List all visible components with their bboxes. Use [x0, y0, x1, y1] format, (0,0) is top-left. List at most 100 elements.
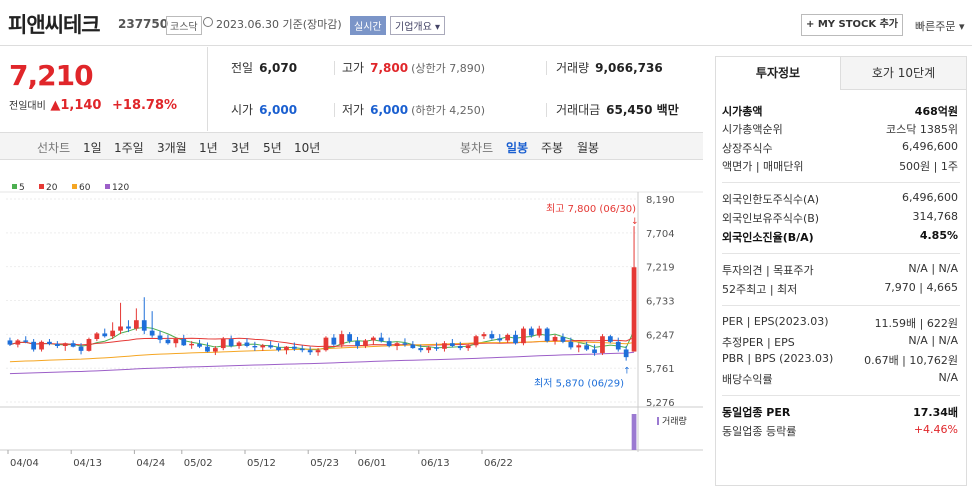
open-price: 시가 6,000 [231, 103, 298, 117]
sector-rate-row: 동일업종 등락률 +4.46% [722, 423, 958, 438]
volume: 거래량 9,066,736 [556, 61, 663, 75]
candle-body [426, 347, 432, 351]
chart-toolbar: 선차트 1일 1주일 3개월 1년 3년 5년 10년 봉차트 일봉 주봉 월봉 [0, 132, 703, 160]
opinion-row: 투자의견 | 목표주가 N/A | N/A [722, 262, 958, 277]
quick-order-dropdown[interactable]: 빠른주문 ▾ [915, 20, 965, 33]
candle-body [631, 267, 637, 352]
line-chart-button[interactable]: 선차트 [37, 141, 71, 155]
candle-body [70, 343, 76, 347]
change-label: 전일대비 [9, 101, 46, 112]
candle-body [560, 336, 566, 342]
daily-candle-tab[interactable]: 일봉 [506, 141, 529, 155]
period-3m[interactable]: 3개월 [157, 141, 187, 155]
par-row: 액면가 | 매매단위 500원 | 1주 [722, 160, 958, 173]
candle-body [62, 343, 68, 346]
volume-bar [631, 414, 637, 450]
candle-body [236, 342, 242, 346]
x-tick-label: 06/13 [421, 458, 450, 469]
candle-body [623, 349, 629, 358]
corp-info-dropdown[interactable]: 기업개요 ▾ [390, 16, 445, 35]
market-cap-rank-row: 시가총액순위 코스닥 1385위 [722, 123, 958, 136]
high-arrow: ↓ [631, 217, 639, 227]
x-tick-label: 05/23 [310, 458, 339, 469]
period-3y[interactable]: 3년 [231, 141, 250, 155]
candle-body [323, 337, 329, 351]
candle-body [23, 340, 29, 342]
stock-code: 237750 [118, 17, 169, 31]
price-chart[interactable]: 8,190 7,704 7,219 6,733 6,247 5,761 5,276 5 20 60… [0, 162, 703, 486]
candle-body [54, 343, 60, 346]
x-tick-label: 06/01 [358, 458, 387, 469]
candle-body [299, 348, 305, 351]
y-tick-label: 7,704 [646, 229, 675, 240]
x-tick-label: 06/22 [484, 458, 513, 469]
candle-body [592, 349, 597, 353]
candle-body [465, 345, 471, 349]
tab-quote-10[interactable]: 호가 10단계 [841, 57, 966, 90]
y-tick-label: 7,219 [646, 263, 675, 274]
legend-swatch [39, 184, 44, 189]
candle-body [489, 334, 495, 339]
candle-body [94, 333, 100, 340]
candle-body [220, 339, 226, 349]
est-per-row: 추정PER | EPS N/A | N/A [722, 334, 958, 349]
period-10y[interactable]: 10년 [294, 141, 321, 155]
candle-body [244, 342, 250, 346]
candle-body [268, 345, 274, 348]
candle-body [497, 338, 503, 341]
candle-body [315, 350, 321, 353]
candle-body [536, 328, 542, 336]
candle-body [205, 346, 210, 352]
stock-name: 피앤씨테크 [8, 13, 101, 37]
candle-body [386, 341, 392, 346]
candle-body [31, 341, 37, 350]
candle-body [442, 343, 447, 349]
candle-body [513, 334, 518, 344]
y-tick-label: 5,276 [646, 398, 675, 409]
candle-body [276, 347, 281, 351]
candle-body [284, 346, 289, 351]
candle-body [378, 337, 384, 342]
tab-invest-info[interactable]: 투자정보 [716, 57, 841, 90]
candle-body [402, 343, 408, 345]
period-1d[interactable]: 1일 [83, 141, 102, 155]
volume-swatch [657, 417, 659, 425]
price-panel: 7,210 전일대비 ▲1,140 +18.78% [0, 47, 208, 131]
candle-body [355, 341, 360, 346]
candle-body [607, 336, 613, 342]
period-1w[interactable]: 1주일 [114, 141, 144, 155]
prev-close: 전일 6,070 [231, 61, 298, 75]
monthly-candle-tab[interactable]: 월봉 [577, 141, 600, 155]
period-5y[interactable]: 5년 [263, 141, 282, 155]
low-annotation: 최저 5,870 (06/29) [534, 378, 624, 390]
realtime-button[interactable]: 실시간 [350, 16, 386, 35]
candle-body [157, 335, 163, 340]
y-tick-label: 8,190 [646, 195, 675, 206]
x-tick-label: 05/02 [184, 458, 213, 469]
x-tick-label: 05/12 [247, 458, 276, 469]
ma120-line [9, 351, 635, 375]
candle-body [410, 344, 416, 349]
candle-body [568, 341, 574, 348]
candle-body [521, 328, 526, 344]
low-price: 저가 6,000 (하한가 4,250) [342, 103, 485, 117]
sector-per-row: 동일업종 PER 17.34배 [722, 406, 958, 419]
period-1y[interactable]: 1년 [199, 141, 218, 155]
legend-label: 120 [112, 183, 129, 193]
my-stock-add-button[interactable]: + MY STOCK 추가 [801, 14, 903, 36]
stock-header: 피앤씨테크 237750 코스닥 2023.06.30 기준(장마감) 실시간 … [0, 0, 972, 46]
trade-amount: 거래대금 65,450 백만 [556, 103, 679, 117]
candle-body [173, 339, 179, 344]
weekly-candle-tab[interactable]: 주봉 [541, 141, 564, 155]
current-price: 7,210 [9, 59, 94, 92]
candle-body [615, 341, 621, 350]
x-tick-label: 04/13 [73, 458, 102, 469]
candle-body [331, 337, 337, 345]
pbr-row: PBR | BPS (2023.03) 0.67배 | 10,762원 [722, 352, 958, 367]
x-tick-label: 04/24 [136, 458, 165, 469]
candle-chart-button[interactable]: 봉차트 [460, 141, 494, 155]
candle-body [212, 348, 218, 352]
candle-body [126, 326, 131, 329]
market-cap-row: 시가총액 468억원 [722, 105, 958, 118]
candle-body [141, 320, 147, 331]
